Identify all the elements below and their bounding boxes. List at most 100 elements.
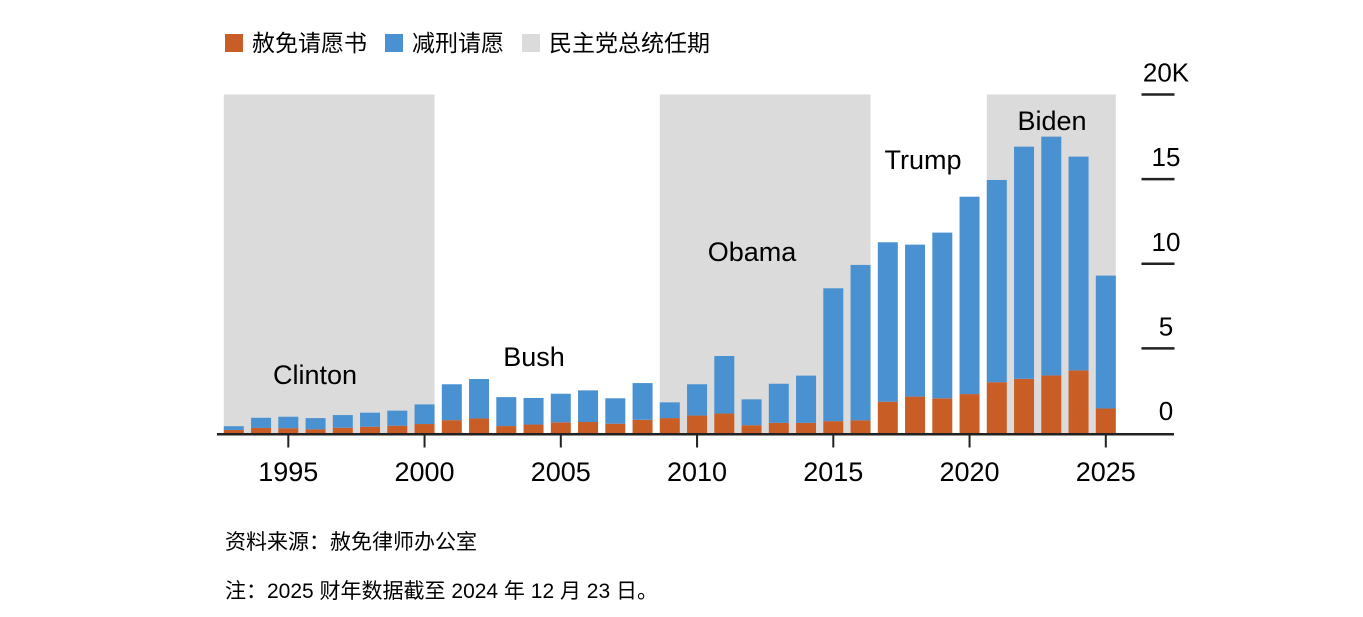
- bar-pardon-2002: [469, 418, 490, 433]
- x-tick-2005: [559, 435, 562, 448]
- y-tick-label-0: 0: [1159, 396, 1173, 426]
- democratic-term-swatch-icon: [522, 34, 540, 52]
- bar-pardon-2001: [441, 420, 462, 433]
- y-tick-15: [1141, 177, 1175, 181]
- bar-pardon-2021: [986, 382, 1007, 433]
- x-tick-2025: [1104, 435, 1107, 448]
- president-label-bush: Bush: [503, 342, 565, 372]
- bar-pardon-2004: [523, 424, 544, 433]
- source-line: 资料来源：赦免律师办公室: [225, 531, 477, 554]
- x-tick-label-2005: 2005: [531, 457, 591, 487]
- bar-pardon-2003: [496, 426, 517, 433]
- x-tick-label-2010: 2010: [667, 457, 727, 487]
- bar-commutation-2005: [550, 393, 571, 423]
- y-tick-10: [1141, 262, 1175, 265]
- x-tick-label-2025: 2025: [1076, 457, 1136, 487]
- y-tick-20k: [1141, 93, 1175, 96]
- x-tick-2000: [423, 435, 426, 448]
- bar-commutation-2009: [659, 402, 680, 419]
- bar-commutation-2021: [986, 179, 1007, 383]
- bar-commutation-2020: [959, 196, 980, 395]
- bar-commutation-2022: [1014, 146, 1035, 379]
- y-tick-label-10: 10: [1152, 227, 1181, 257]
- bar-pardon-2008: [632, 419, 653, 433]
- democratic-term-legend-label: 民主党总统任期: [549, 30, 710, 56]
- x-tick-1995: [287, 435, 290, 448]
- bar-commutation-2012: [741, 399, 762, 426]
- bar-commutation-1998: [360, 412, 381, 427]
- bar-commutation-2017: [877, 242, 898, 402]
- bar-commutation-2003: [496, 397, 517, 427]
- bar-commutation-2018: [905, 244, 926, 397]
- bar-pardon-1995: [278, 428, 299, 433]
- x-tick-2010: [696, 435, 699, 448]
- bar-pardon-2005: [550, 422, 571, 433]
- x-tick-2020: [968, 435, 971, 448]
- commutation-swatch-icon: [385, 34, 403, 52]
- bar-commutation-2004: [523, 397, 544, 425]
- bar-pardon-2019: [932, 398, 953, 433]
- bar-pardon-2011: [714, 413, 735, 433]
- x-axis-line: [217, 433, 1174, 436]
- bar-pardon-1997: [332, 427, 353, 433]
- y-tick-label-15: 15: [1152, 142, 1181, 172]
- bar-commutation-2008: [632, 383, 653, 420]
- y-tick-5: [1141, 347, 1175, 350]
- y-tick-label-5: 5: [1159, 311, 1173, 341]
- bar-pardon-1993: [223, 429, 244, 433]
- bar-commutation-2016: [850, 264, 871, 421]
- pardon-swatch-icon: [225, 34, 243, 52]
- commutation-legend-label: 减刑请愿: [412, 30, 504, 56]
- bar-pardon-2006: [578, 421, 599, 433]
- note-line: 注：2025 财年数据截至 2024 年 12 月 23 日。: [225, 580, 658, 603]
- pardon-legend-label: 赦免请愿书: [252, 30, 367, 56]
- bar-pardon-2007: [605, 423, 626, 433]
- bar-pardon-2017: [877, 401, 898, 433]
- bar-pardon-2020: [959, 394, 980, 433]
- bar-pardon-2025: [1095, 408, 1116, 433]
- bar-commutation-2007: [605, 398, 626, 424]
- bar-pardon-2023: [1041, 375, 1062, 433]
- x-tick-label-2015: 2015: [803, 457, 863, 487]
- bar-commutation-2015: [823, 288, 844, 422]
- x-tick-2015: [832, 435, 835, 448]
- bar-pardon-2013: [768, 422, 789, 433]
- clemency-petitions-chart: 1995 2000 2005 2010 2015 2020 2025 20K 15 10 5 0 Cli…: [217, 58, 1190, 487]
- bar-commutation-2014: [796, 375, 817, 423]
- bar-pardon-2015: [823, 421, 844, 433]
- bar-commutation-2019: [932, 232, 953, 399]
- bar-commutation-2025: [1095, 275, 1116, 409]
- bar-pardon-2018: [905, 396, 926, 433]
- bar-commutation-1996: [305, 418, 326, 430]
- bar-commutation-1999: [387, 410, 408, 426]
- bar-commutation-2013: [768, 383, 789, 423]
- bar-pardon-2024: [1068, 370, 1089, 433]
- legend: 赦免请愿书 减刑请愿 民主党总统任期: [225, 30, 710, 56]
- bar-commutation-1995: [278, 416, 299, 429]
- bar-commutation-2002: [469, 379, 490, 419]
- bar-pardon-2022: [1014, 378, 1035, 433]
- bar-commutation-2024: [1068, 156, 1089, 371]
- bar-pardon-2016: [850, 420, 871, 433]
- president-label-obama: Obama: [708, 237, 798, 267]
- bar-pardon-1999: [387, 425, 408, 433]
- bar-commutation-2000: [414, 404, 435, 425]
- bar-commutation-1993: [223, 426, 244, 430]
- bar-pardon-2012: [741, 425, 762, 433]
- legend-item-pardon-petitions: 赦免请愿书: [225, 30, 367, 56]
- bar-commutation-2001: [441, 384, 462, 421]
- president-label-biden: Biden: [1017, 106, 1086, 136]
- bar-commutation-2023: [1041, 136, 1062, 376]
- legend-item-commutation-petitions: 减刑请愿: [385, 30, 504, 56]
- bar-commutation-2006: [578, 390, 599, 422]
- legend-item-democratic-terms: 民主党总统任期: [522, 30, 710, 56]
- term-band-clinton: [223, 94, 435, 433]
- bar-pardon-2014: [796, 422, 817, 433]
- bar-commutation-1997: [332, 415, 353, 428]
- bar-commutation-2010: [687, 384, 708, 416]
- bar-commutation-2011: [714, 355, 735, 414]
- y-tick-label-20k: 20K: [1143, 58, 1190, 88]
- president-label-trump: Trump: [884, 145, 961, 175]
- bar-pardon-1994: [251, 427, 272, 433]
